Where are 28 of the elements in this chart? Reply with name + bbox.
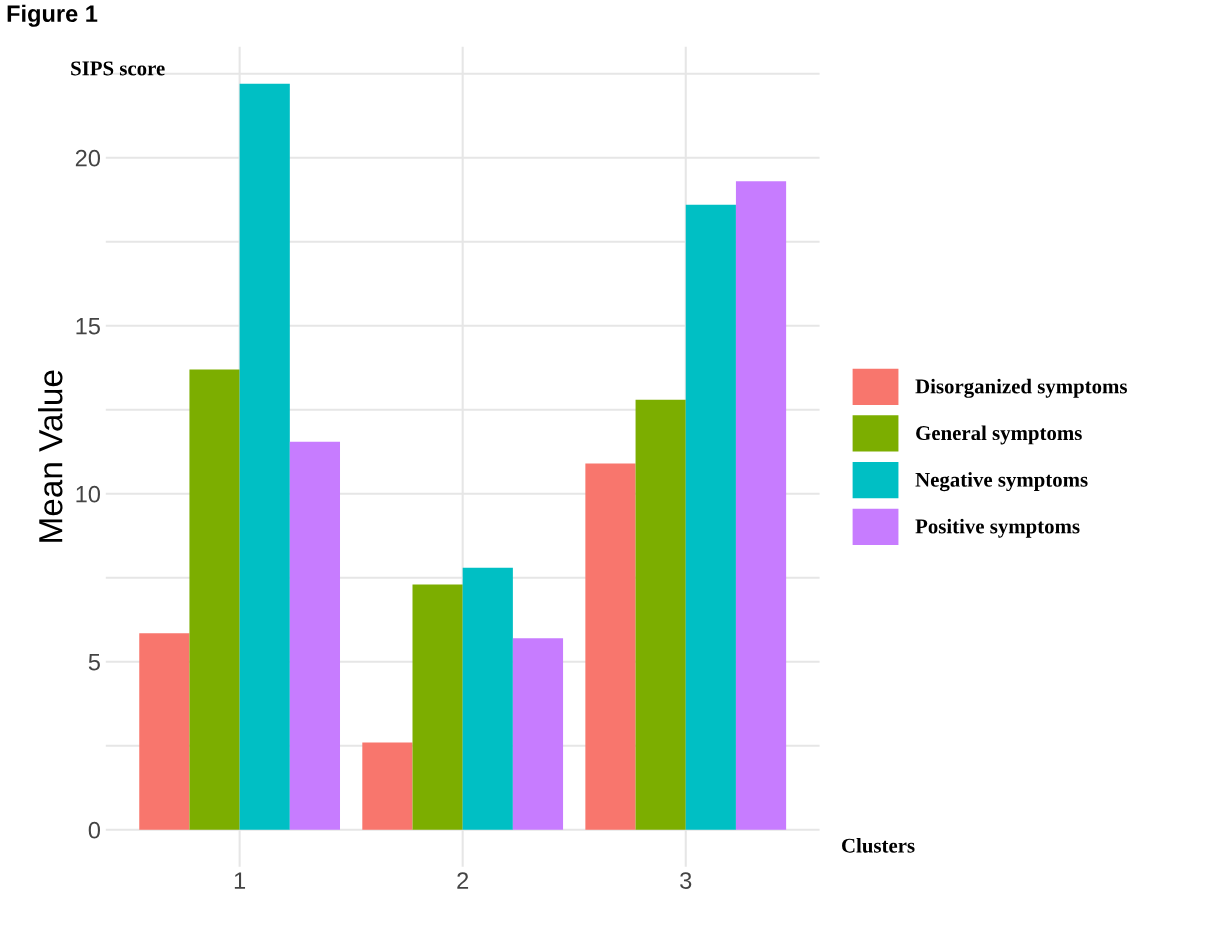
legend-label: Negative symptoms bbox=[915, 472, 1088, 492]
y-tick-label: 0 bbox=[88, 821, 101, 839]
bar bbox=[362, 742, 413, 830]
annotation: SIPS score bbox=[71, 61, 165, 76]
bar bbox=[289, 441, 340, 830]
chart-title: Figure 1 bbox=[7, 4, 98, 27]
legend-label: Disorganized symptoms bbox=[915, 378, 1127, 398]
bar bbox=[239, 83, 290, 830]
bar bbox=[585, 463, 636, 830]
x-tick-label: 1 bbox=[234, 872, 246, 889]
bar bbox=[462, 567, 513, 830]
text: Clusters bbox=[842, 838, 915, 853]
y-axis-title: Mean Value bbox=[38, 370, 63, 542]
y-tick-label: 15 bbox=[76, 318, 100, 335]
legend-label: Positive symptoms bbox=[915, 518, 1080, 538]
bar bbox=[735, 181, 787, 830]
y-tick-label: 10 bbox=[76, 485, 101, 503]
x-tick-label: 2 bbox=[457, 872, 469, 889]
bar bbox=[635, 399, 686, 830]
bar bbox=[512, 638, 564, 830]
bar bbox=[685, 204, 736, 830]
bar bbox=[412, 584, 463, 830]
bar bbox=[189, 369, 240, 830]
y-tick-label: 20 bbox=[75, 149, 101, 167]
bar bbox=[139, 633, 190, 830]
legend-label: General symptoms bbox=[916, 425, 1082, 445]
x-tick-label: 3 bbox=[680, 872, 692, 889]
y-tick-label: 5 bbox=[88, 654, 100, 671]
